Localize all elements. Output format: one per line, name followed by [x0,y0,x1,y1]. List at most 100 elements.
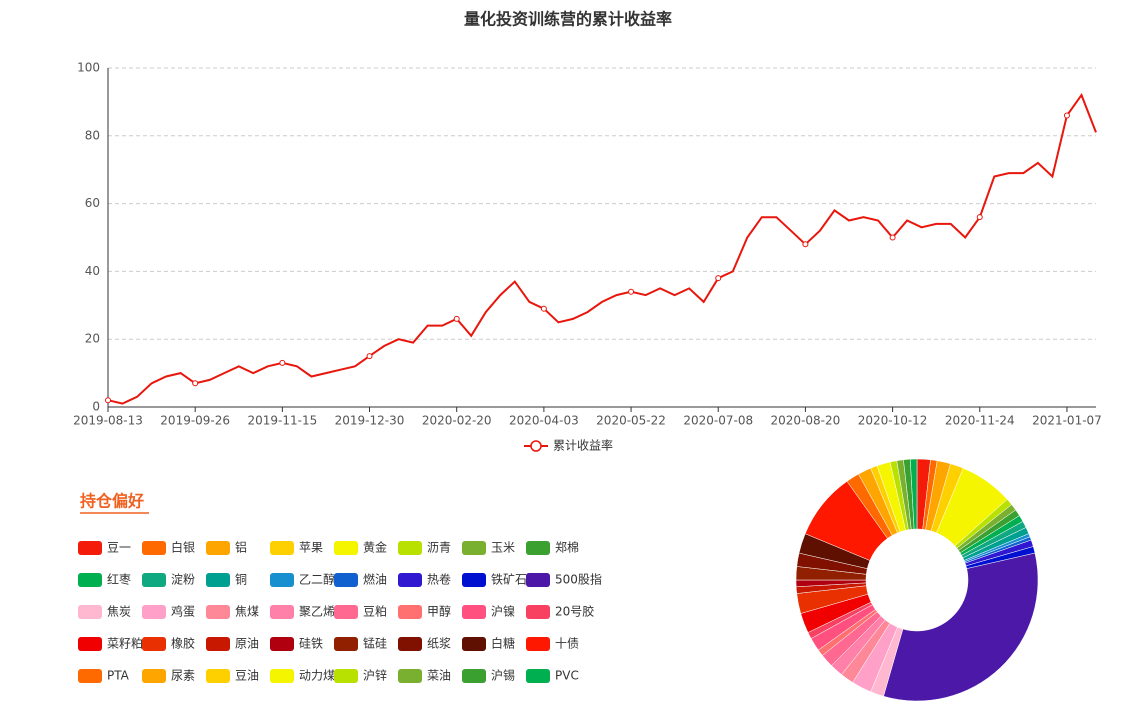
legend-label: 燃油 [363,572,387,587]
legend-swatch [142,541,166,555]
legend-label: 乙二醇 [299,572,335,587]
legend-label: 铁矿石 [491,573,527,587]
legend-label: 铝 [235,540,247,555]
y-tick-label: 80 [85,128,100,142]
legend-swatch [334,605,358,619]
legend-label: 豆油 [235,669,259,683]
legend-label: 菜油 [427,669,451,683]
legend-swatch [270,573,294,587]
legend-swatch [142,669,166,683]
legend-label: 尿素 [171,669,195,683]
legend-label: 豆一 [107,541,131,555]
legend-label: PVC [555,669,579,683]
y-tick-label: 20 [85,332,100,346]
legend-swatch [526,541,550,555]
legend-label: PTA [107,669,130,683]
x-tick-label: 2020-11-24 [945,414,1015,428]
legend-label: 苹果 [299,541,323,555]
point [540,305,547,312]
point [715,275,722,282]
y-tick-label: 40 [85,264,100,278]
legend-label: 沥青 [427,541,451,555]
legend-swatch [78,541,102,555]
legend-label: 沪锡 [491,668,515,683]
legend-swatch [526,637,550,651]
point [453,315,460,322]
point [192,380,199,387]
legend-label: 累计收益率 [553,438,613,453]
legend-swatch [206,541,230,555]
legend-label: 豆粕 [363,604,387,619]
legend-swatch [270,669,294,683]
x-tick-label: 2020-07-08 [683,414,753,428]
section-title: 持仓偏好 [80,492,144,511]
legend-label: 郑棉 [555,540,579,555]
legend-label: 铜 [235,572,247,587]
legend-swatch [270,605,294,619]
x-tick-label: 2020-02-20 [422,414,492,428]
legend-swatch [270,541,294,555]
legend-swatch [462,669,486,683]
point [366,353,373,360]
legend-label: 原油 [235,637,259,651]
x-tick-label: 2020-05-22 [596,414,666,428]
legend-swatch [334,637,358,651]
legend-swatch [334,669,358,683]
legend-swatch [206,637,230,651]
legend-symbol [530,440,542,452]
legend-label: 20号胶 [555,604,594,619]
legend-swatch [526,605,550,619]
legend-label: 甲醇 [427,604,451,619]
x-tick-label: 2020-08-20 [771,414,841,428]
legend-swatch [526,669,550,683]
legend-swatch [398,541,422,555]
legend-swatch [78,669,102,683]
legend-swatch [334,573,358,587]
legend-label: 玉米 [491,541,515,555]
legend-label: 硅铁 [299,637,323,651]
legend-label: 沪镍 [491,605,515,619]
legend-label: 鸡蛋 [171,604,195,619]
y-tick-label: 0 [92,400,100,414]
legend-label: 白糖 [491,636,515,651]
x-tick-label: 2021-01-07 [1032,414,1102,428]
legend-swatch [78,605,102,619]
legend-swatch [462,637,486,651]
legend-label: 热卷 [427,572,451,587]
legend-swatch [206,573,230,587]
legend-swatch [78,637,102,651]
legend-swatch [462,541,486,555]
legend-label: 十债 [555,637,579,651]
point [802,241,809,248]
legend-label: 焦炭 [107,605,131,619]
chart-title: 量化投资训练营的累计收益率 [464,10,672,29]
pie-slice [883,552,1039,702]
point [279,359,286,366]
legend-label: 锰硅 [363,636,387,651]
legend-swatch [142,605,166,619]
legend-label: 红枣 [107,572,131,587]
legend-label: 沪锌 [363,669,387,683]
pie-slice [909,458,918,530]
legend-swatch [334,541,358,555]
x-tick-label: 2019-08-13 [73,414,143,428]
legend-swatch [142,573,166,587]
point [105,397,111,404]
y-tick-label: 60 [85,196,100,210]
legend-swatch [206,669,230,683]
legend-swatch [142,637,166,651]
y-tick-label: 100 [77,61,100,75]
legend-label: 白银 [171,540,195,555]
legend-swatch [78,573,102,587]
x-tick-label: 2019-09-26 [160,414,230,428]
legend-label: 焦煤 [235,605,259,619]
legend-label: 500股指 [555,572,602,587]
x-tick-label: 2020-04-03 [509,414,579,428]
legend-swatch [206,605,230,619]
point [1063,112,1070,119]
legend-swatch [526,573,550,587]
legend-label: 黄金 [363,540,387,555]
x-tick-label: 2019-12-30 [335,414,405,428]
legend-swatch [398,573,422,587]
